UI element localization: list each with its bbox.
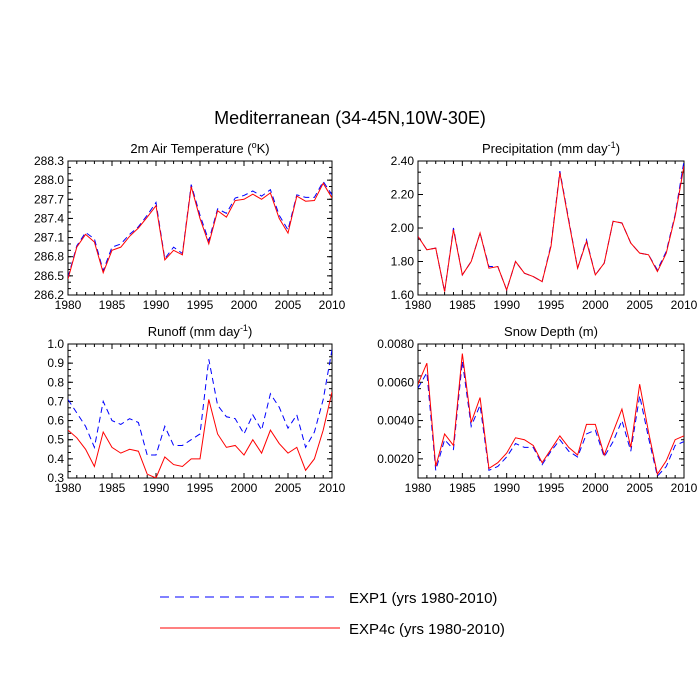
x-tick-label: 2000	[582, 481, 609, 495]
y-tick-label: 288.0	[34, 173, 64, 187]
y-tick-label: 286.5	[34, 269, 64, 283]
x-tick-label: 1990	[143, 481, 170, 495]
series-line-exp4c	[68, 391, 332, 478]
y-tick-label: 2.40	[391, 154, 415, 168]
x-tick-label: 2010	[671, 481, 698, 495]
x-tick-label: 1995	[538, 298, 565, 312]
plot-frame-air-temperature	[67, 160, 333, 296]
y-tick-label: 0.6	[47, 414, 64, 428]
panel-snow-depth: Snow Depth (m) 1980 1985 1990 1995 2000 2005 20…	[377, 324, 697, 495]
plot-frame-precipitation	[417, 160, 685, 296]
y-tick-label: 288.3	[34, 154, 64, 168]
series-line-exp4c	[418, 165, 684, 292]
x-tick-label: 2010	[319, 298, 346, 312]
y-tick-label: 2.20	[391, 188, 415, 202]
x-tick-label: 1985	[99, 481, 126, 495]
series-line-exp1	[418, 361, 684, 478]
series-line-exp1	[68, 180, 332, 278]
y-tick-label: 286.2	[34, 288, 64, 302]
x-tick-label: 2010	[671, 298, 698, 312]
panel-title-snow-depth: Snow Depth (m)	[504, 324, 598, 339]
x-tick-label: 2000	[231, 481, 258, 495]
y-tick-label: 0.5	[47, 433, 64, 447]
x-tick-label: 2005	[275, 481, 302, 495]
x-tick-label: 1995	[538, 481, 565, 495]
y-tick-label: 2.00	[391, 221, 415, 235]
x-tick-label: 1980	[55, 481, 82, 495]
y-tick-label: 287.1	[34, 231, 64, 245]
x-tick-label: 2000	[231, 298, 258, 312]
panel-precipitation: Precipitation (mm day-1) 1980 1985 1990 1995…	[391, 140, 698, 312]
legend-exp4c-label: EXP4c (yrs 1980-2010)	[349, 621, 505, 638]
x-tick-label: 1985	[99, 298, 126, 312]
y-tick-label: 0.0020	[377, 452, 414, 466]
panel-title-precipitation: Precipitation (mm day-1)	[482, 140, 620, 156]
x-tick-label: 1995	[187, 481, 214, 495]
plot-frame-snow-depth	[417, 343, 685, 479]
legend-exp1-label: EXP1 (yrs 1980-2010)	[349, 590, 497, 607]
series-line-exp4c	[68, 182, 332, 280]
y-tick-label: 0.4	[47, 452, 64, 466]
y-tick-label: 1.80	[391, 255, 415, 269]
y-tick-label: 0.0060	[377, 375, 414, 389]
x-tick-label: 1990	[493, 298, 520, 312]
x-tick-label: 2010	[319, 481, 346, 495]
x-tick-label: 1990	[493, 481, 520, 495]
y-tick-label: 0.0080	[377, 337, 414, 351]
figure-title: Mediterranean (34-45N,10W-30E)	[214, 108, 486, 128]
x-tick-label: 1980	[405, 298, 432, 312]
series-line-exp1	[418, 161, 684, 292]
panel-air-temperature: 2m Air Temperature (oK) 1980 1985 1990 1995 2…	[34, 140, 346, 312]
panels: 2m Air Temperature (oK) 1980 1985 1990 1995 2…	[34, 140, 698, 495]
legend: EXP1 (yrs 1980-2010) EXP4c (yrs 1980-201…	[160, 590, 505, 638]
y-tick-label: 1.60	[391, 288, 415, 302]
x-tick-label: 2005	[275, 298, 302, 312]
x-tick-label: 1980	[405, 481, 432, 495]
series-line-exp4c	[418, 353, 684, 476]
x-tick-label: 1995	[187, 298, 214, 312]
x-tick-label: 1985	[449, 298, 476, 312]
x-tick-label: 2005	[626, 481, 653, 495]
panel-title-runoff: Runoff (mm day-1)	[148, 323, 253, 339]
panel-title-air-temperature: 2m Air Temperature (oK)	[130, 140, 269, 156]
y-tick-label: 0.7	[47, 394, 64, 408]
panel-runoff: Runoff (mm day-1) 1980 1985 1990 1995 2000 200…	[47, 323, 345, 495]
series-line-exp1	[68, 349, 332, 456]
y-tick-label: 287.7	[34, 192, 64, 206]
y-tick-label: 1.0	[47, 337, 64, 351]
y-tick-label: 0.9	[47, 356, 64, 370]
y-tick-label: 286.8	[34, 250, 64, 264]
y-tick-label: 0.3	[47, 471, 64, 485]
x-tick-label: 2000	[582, 298, 609, 312]
x-tick-label: 2005	[626, 298, 653, 312]
x-tick-label: 1990	[143, 298, 170, 312]
y-tick-label: 0.0040	[377, 414, 414, 428]
x-tick-label: 1985	[449, 481, 476, 495]
x-tick-label: 1980	[55, 298, 82, 312]
y-tick-label: 287.4	[34, 211, 64, 225]
y-tick-label: 0.8	[47, 375, 64, 389]
